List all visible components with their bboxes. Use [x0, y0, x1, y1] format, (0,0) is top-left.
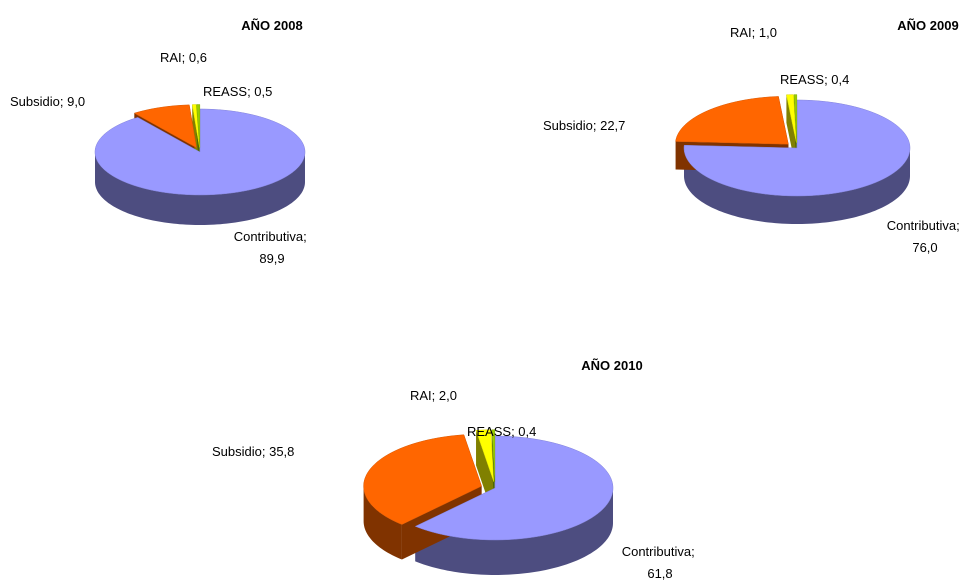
chart-title: AÑO 2010 [581, 358, 642, 373]
data-label: Contributiva; 76,0 [887, 218, 964, 255]
data-label-line: 61,8 [647, 566, 672, 581]
data-label: RAI; 1,0 [730, 25, 777, 40]
data-label: Contributiva; 61,8 [622, 544, 699, 581]
data-label: REASS; 0,4 [467, 424, 536, 439]
data-label: REASS; 0,5 [203, 84, 272, 99]
pie-slice [676, 96, 789, 144]
data-label: RAI; 2,0 [410, 388, 457, 403]
pie-tops [95, 105, 305, 195]
pie-group [364, 430, 613, 575]
chart: AÑO 2008 Contributiva; 89,9 Subsidio; 9,0 R… [0, 0, 974, 584]
data-label-line: 89,9 [259, 251, 284, 266]
data-label: Subsidio; 9,0 [10, 94, 85, 109]
pie-group [95, 105, 305, 225]
chart-title: AÑO 2009 [897, 18, 958, 33]
data-label-line: Contributiva; [887, 218, 964, 233]
data-label: Subsidio; 22,7 [543, 118, 625, 133]
data-label-line: Contributiva; [622, 544, 699, 559]
data-label-line: 76,0 [912, 240, 937, 255]
data-label: Contributiva; 89,9 [234, 229, 311, 266]
data-label: REASS; 0,4 [780, 72, 849, 87]
data-label-line: Contributiva; [234, 229, 311, 244]
chart-title: AÑO 2008 [241, 18, 302, 33]
pie-group [676, 95, 910, 224]
data-label: RAI; 0,6 [160, 50, 207, 65]
data-label: Subsidio; 35,8 [212, 444, 294, 459]
